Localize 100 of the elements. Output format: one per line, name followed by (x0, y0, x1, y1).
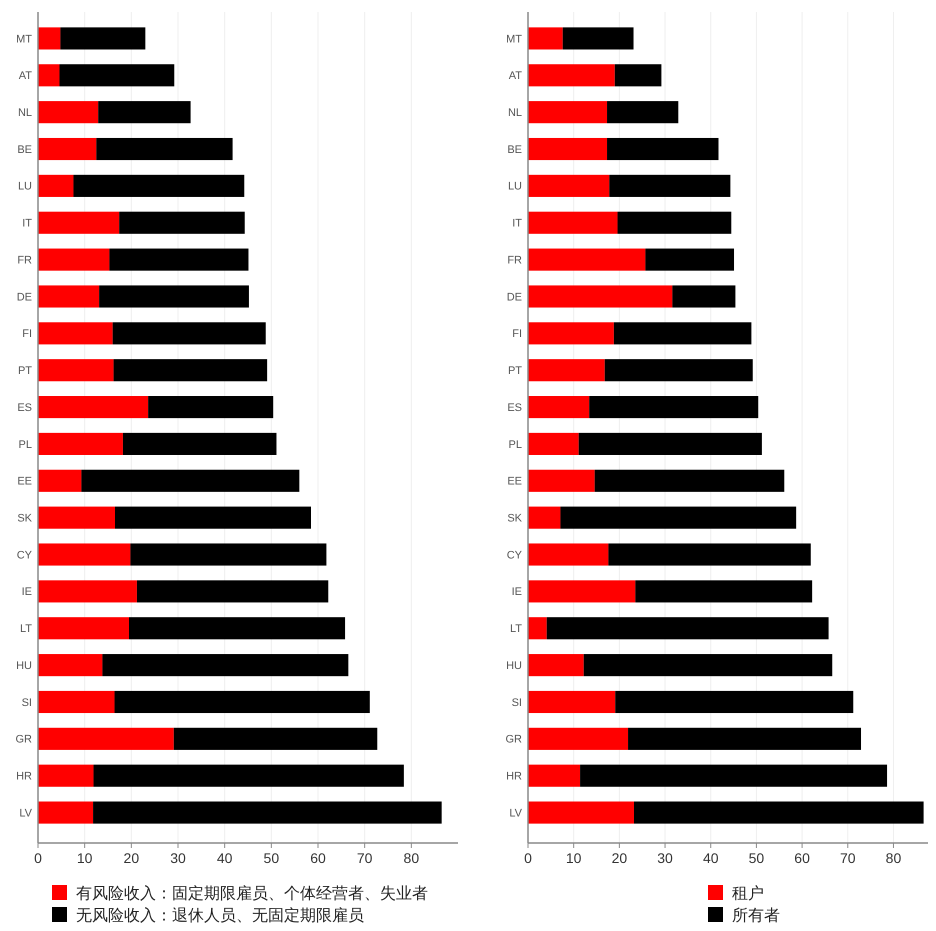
bar (60, 27, 146, 50)
y-tick-label: HR (506, 770, 522, 783)
bar (99, 285, 249, 308)
bar (148, 396, 274, 418)
bar (528, 580, 636, 602)
bar (112, 322, 266, 344)
bar (98, 101, 191, 124)
bar (634, 802, 924, 824)
bar (584, 654, 832, 676)
bar (109, 248, 248, 271)
y-tick-label: CY (16, 549, 33, 562)
y-tick-label: DE (16, 291, 32, 304)
y-tick-label: SK (17, 512, 33, 525)
legend-label: 租户 (732, 884, 764, 903)
bar (672, 285, 736, 308)
bar (528, 654, 584, 676)
bar (614, 64, 662, 86)
bar (129, 617, 346, 640)
bar (38, 138, 96, 160)
y-tick-label: LT (510, 623, 522, 636)
bar (528, 617, 547, 640)
bar (38, 580, 137, 602)
legend-label: 有风险收入：固定期限雇员、个体经营者、失业者 (76, 884, 428, 903)
y-tick-label: PT (508, 365, 522, 378)
x-tick-label: 40 (702, 850, 719, 866)
bar (528, 101, 608, 124)
bar (607, 138, 718, 160)
bar (119, 212, 245, 234)
bar (528, 802, 634, 824)
y-tick-label: EE (507, 476, 522, 488)
bar (589, 396, 758, 418)
x-tick-label: 80 (404, 850, 420, 866)
bar (38, 728, 174, 750)
bar (635, 580, 812, 602)
bar (59, 64, 174, 86)
y-tick-label: MT (16, 33, 32, 46)
bar (615, 690, 854, 714)
y-tick-label: LU (18, 180, 32, 193)
x-tick-label: 50 (748, 850, 764, 866)
x-tick-label: 30 (170, 850, 186, 866)
y-tick-label: MT (506, 33, 522, 46)
bar (174, 728, 378, 750)
y-tick-label: LT (20, 623, 32, 636)
bar (38, 654, 102, 676)
bar (607, 101, 678, 124)
y-tick-label: SK (507, 512, 523, 525)
y-tick-label: PT (18, 365, 32, 378)
bar (594, 470, 784, 492)
bar (546, 617, 829, 640)
bar (38, 617, 129, 640)
bar (528, 174, 610, 197)
y-tick-label: BE (17, 144, 32, 156)
bar (528, 27, 563, 50)
bar (609, 174, 730, 197)
x-tick-label: 50 (264, 850, 280, 866)
bar (608, 543, 811, 566)
y-tick-label: LV (509, 807, 523, 820)
y-tick-label: AT (18, 70, 32, 82)
y-tick-label: AT (508, 70, 522, 82)
x-tick-label: 70 (356, 850, 373, 866)
bar (38, 802, 94, 824)
bar (560, 506, 796, 529)
y-tick-label: NL (508, 107, 522, 120)
bar (38, 506, 115, 529)
y-tick-label: SI (22, 696, 32, 709)
y-tick-label: LV (19, 807, 33, 820)
y-tick-label: BE (507, 144, 522, 156)
bar (102, 654, 348, 676)
y-tick-label: NL (18, 107, 32, 120)
bar (578, 432, 762, 455)
y-tick-label: DE (506, 291, 522, 304)
y-tick-label: HU (16, 660, 32, 672)
x-tick-label: 10 (76, 850, 93, 866)
bar (94, 764, 404, 787)
y-tick-label: HU (506, 660, 522, 672)
legend-label: 所有者 (732, 906, 780, 925)
bar (38, 174, 74, 197)
bar (562, 27, 634, 50)
bar (528, 138, 608, 160)
bar (136, 580, 328, 602)
y-tick-label: FR (17, 254, 32, 266)
bar (81, 470, 300, 492)
y-tick-label: FI (22, 328, 32, 340)
bar (38, 396, 148, 418)
y-tick-label: ES (17, 402, 32, 414)
bar (73, 174, 244, 197)
y-tick-label: EE (17, 476, 32, 488)
bar (528, 728, 628, 750)
bar (38, 359, 114, 382)
bar (528, 543, 608, 566)
y-tick-label: IT (512, 218, 522, 230)
x-tick-label: 40 (216, 850, 233, 866)
bar (38, 690, 115, 714)
bar (528, 764, 580, 787)
bar (114, 690, 370, 714)
bar (528, 322, 614, 344)
bar (528, 396, 590, 418)
bar (528, 690, 616, 714)
bar (115, 506, 311, 529)
y-tick-label: GR (506, 734, 522, 746)
